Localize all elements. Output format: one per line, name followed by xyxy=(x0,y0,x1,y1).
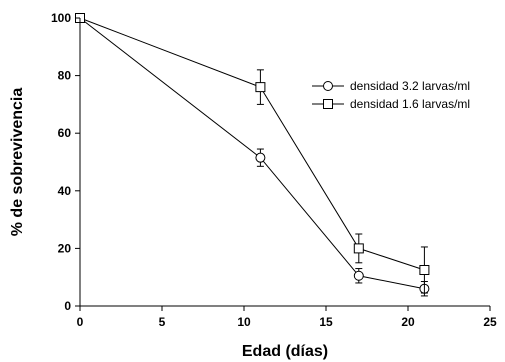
y-tick-label: 80 xyxy=(58,69,72,83)
y-tick-label: 0 xyxy=(64,299,71,313)
legend-label: densidad 1.6 larvas/ml xyxy=(350,97,470,111)
y-tick-label: 60 xyxy=(58,126,72,140)
series-line xyxy=(79,17,425,290)
series-line xyxy=(79,17,425,271)
legend-marker-square xyxy=(323,99,333,109)
legend-item: densidad 1.6 larvas/ml xyxy=(312,97,470,111)
x-tick-label: 15 xyxy=(319,315,333,329)
data-point-square xyxy=(255,82,266,93)
data-point-square xyxy=(419,265,430,275)
y-tick-label: 40 xyxy=(58,184,72,198)
x-tick-label: 25 xyxy=(483,315,497,329)
y-axis-title: % de sobrevivencia xyxy=(9,88,26,237)
x-tick-label: 20 xyxy=(401,315,415,329)
data-point-circle xyxy=(353,270,364,281)
legend: densidad 3.2 larvas/ml densidad 1.6 larva… xyxy=(312,79,470,111)
data-point-circle xyxy=(255,152,266,163)
y-tick-label: 100 xyxy=(51,11,71,25)
legend-label: densidad 3.2 larvas/ml xyxy=(350,79,470,93)
x-tick-label: 10 xyxy=(237,315,251,329)
x-axis-title: Edad (días) xyxy=(242,343,328,360)
y-tick-label: 20 xyxy=(58,241,72,255)
legend-marker-circle xyxy=(323,81,333,91)
axes: 0 5 10 15 20 25 0 20 40 60 80 100 xyxy=(51,11,497,329)
legend-item: densidad 3.2 larvas/ml xyxy=(312,79,470,93)
x-tick-label: 5 xyxy=(159,315,166,329)
plot-layer xyxy=(75,13,430,297)
data-point-square xyxy=(353,243,364,254)
x-tick-label: 0 xyxy=(77,315,84,329)
